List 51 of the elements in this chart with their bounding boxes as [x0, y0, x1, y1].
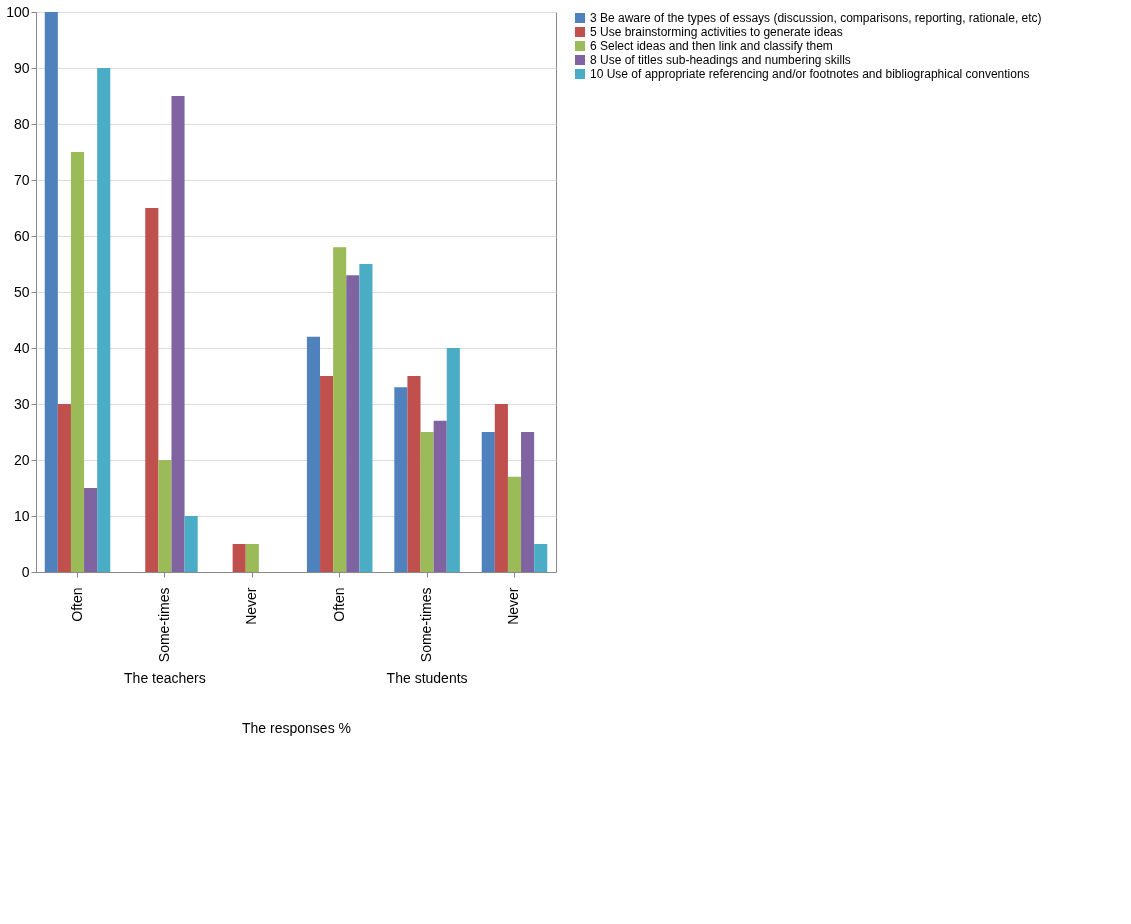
bar [158, 460, 172, 572]
bar [433, 420, 447, 572]
y-tick-label: 20 [13, 451, 30, 468]
bar [232, 544, 246, 572]
bar [521, 432, 535, 572]
x-tick-label: Often [330, 587, 347, 622]
y-tick-label: 30 [13, 395, 30, 412]
text: The students [386, 670, 468, 686]
bar [57, 404, 71, 572]
bar [70, 152, 85, 572]
legend-label: 5 Use brainstorming activities to generate ideas [590, 25, 843, 39]
bar [84, 488, 98, 572]
y-tick-label: 10 [13, 507, 30, 524]
bar [407, 376, 421, 572]
bar [394, 387, 408, 572]
x-tick-label: Never [243, 587, 260, 625]
bar [97, 68, 111, 572]
y-tick-label: 50 [13, 283, 30, 300]
bar [534, 544, 548, 572]
legend-label: 3 Be aware of the types of essays (discussion, comparisons, reporting, rationale, etc) [590, 11, 1042, 25]
y-tick-label: 40 [13, 339, 30, 356]
bar [145, 208, 159, 572]
x-tick-label: Some-times [155, 587, 172, 663]
bar [446, 348, 460, 572]
bar [44, 12, 58, 572]
y-tick-label: 80 [13, 115, 30, 132]
bar [494, 404, 508, 572]
bar [245, 544, 259, 572]
bar [333, 247, 347, 572]
y-tick-label: 90 [13, 59, 30, 76]
x-tick-label: Some-times [418, 587, 435, 663]
bar [507, 476, 522, 572]
y-tick-label: 70 [13, 171, 30, 188]
bar [171, 96, 185, 572]
bar [346, 275, 360, 572]
x-tick-label: Never [505, 587, 522, 625]
y-tick-label: 60 [13, 227, 30, 244]
bar [481, 432, 495, 572]
y-tick-label: 0 [21, 563, 30, 580]
bar [184, 516, 198, 572]
legend-label: 8 Use of titles sub-headings and numbering skills [590, 53, 851, 67]
bar [420, 432, 434, 572]
y-tick-label: 100 [6, 3, 30, 20]
bar [320, 376, 334, 572]
x-axis-title: The responses % [242, 720, 351, 737]
legend-label: 10 Use of appropriate referencing and/or footnotes and bibliographical conventions [590, 67, 1030, 81]
legend-label: 6 Select ideas and then link and classify them [590, 39, 833, 53]
x-tick-label: Often [68, 587, 85, 622]
bar [359, 264, 373, 572]
text: The teachers [124, 670, 206, 686]
bar [306, 336, 321, 572]
